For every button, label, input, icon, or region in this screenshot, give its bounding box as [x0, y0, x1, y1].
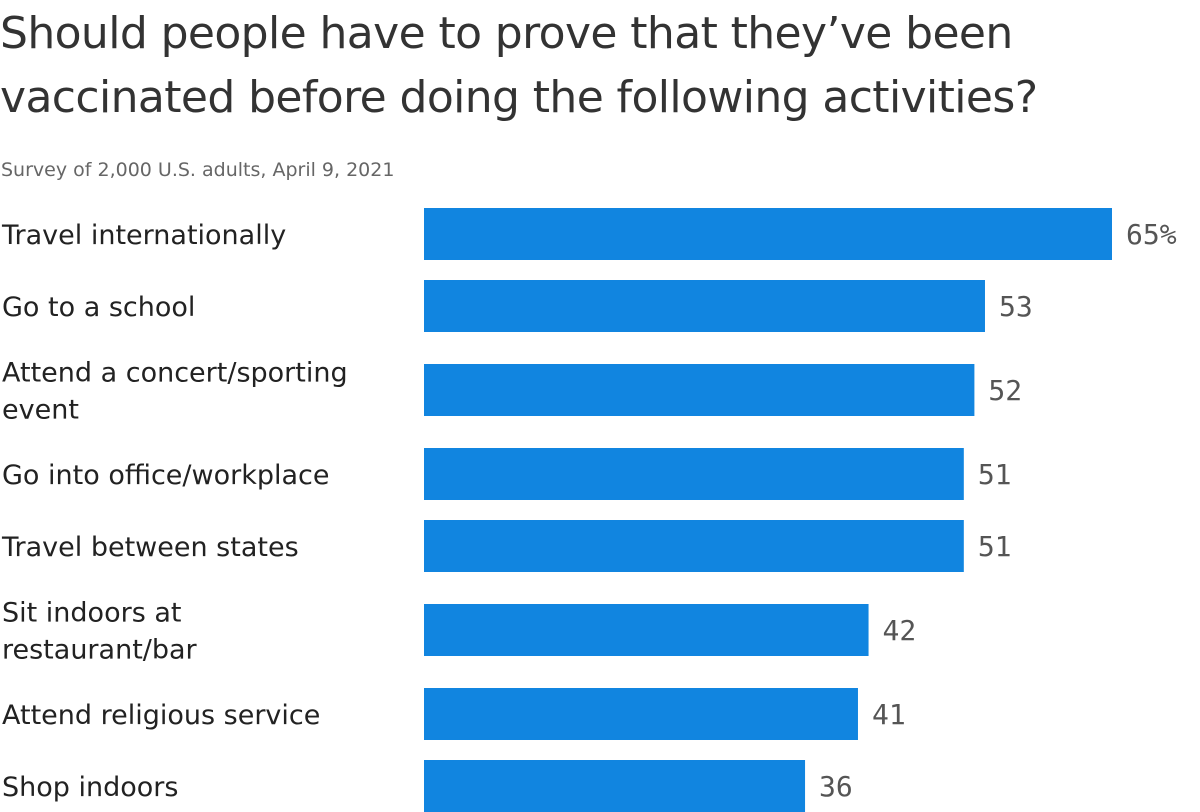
category-label-line: Go into office/workplace [2, 460, 329, 491]
bar-1 [424, 280, 985, 332]
category-label-line: Travel between states [1, 532, 299, 563]
value-label-4: 51 [978, 530, 1012, 563]
bar-6 [424, 688, 858, 740]
category-label-line: Shop indoors [2, 772, 178, 803]
category-label-6: Attend religious service [2, 700, 320, 731]
bar-5 [424, 604, 869, 656]
category-label-0: Travel internationally [1, 220, 286, 251]
bar-4 [424, 520, 964, 572]
category-label-5: Sit indoors at restaurant/bar [2, 598, 198, 666]
value-label-2: 52 [988, 374, 1022, 407]
category-label-line: Attend religious service [2, 700, 320, 731]
chart-subtitle: Survey of 2,000 U.S. adults, April 9, 20… [1, 159, 395, 181]
category-label-line: event [2, 395, 79, 426]
bar-0 [424, 208, 1112, 260]
bar-2 [424, 364, 975, 416]
value-label-6: 41 [872, 698, 906, 731]
category-label-line: Sit indoors at [2, 598, 181, 629]
category-label-line: Travel internationally [1, 220, 286, 251]
category-label-line: Go to a school [2, 292, 195, 323]
category-label-4: Travel between states [1, 532, 299, 563]
value-label-7: 36 [819, 770, 853, 803]
category-label-2: Attend a concert/sporting event [2, 358, 348, 426]
category-label-line: restaurant/bar [2, 635, 198, 666]
category-label-3: Go into office/workplace [2, 460, 329, 491]
category-label-line: Attend a concert/sporting [2, 358, 348, 389]
category-label-7: Shop indoors [2, 772, 178, 803]
bar-3 [424, 448, 964, 500]
bar-7 [424, 760, 806, 812]
value-label-0: 65% [1126, 218, 1177, 251]
value-label-5: 42 [883, 614, 917, 647]
value-label-3: 51 [978, 458, 1012, 491]
chart-title: Should people have to prove that they’ve… [0, 8, 1038, 123]
category-label-1: Go to a school [2, 292, 195, 323]
value-label-1: 53 [999, 290, 1033, 323]
